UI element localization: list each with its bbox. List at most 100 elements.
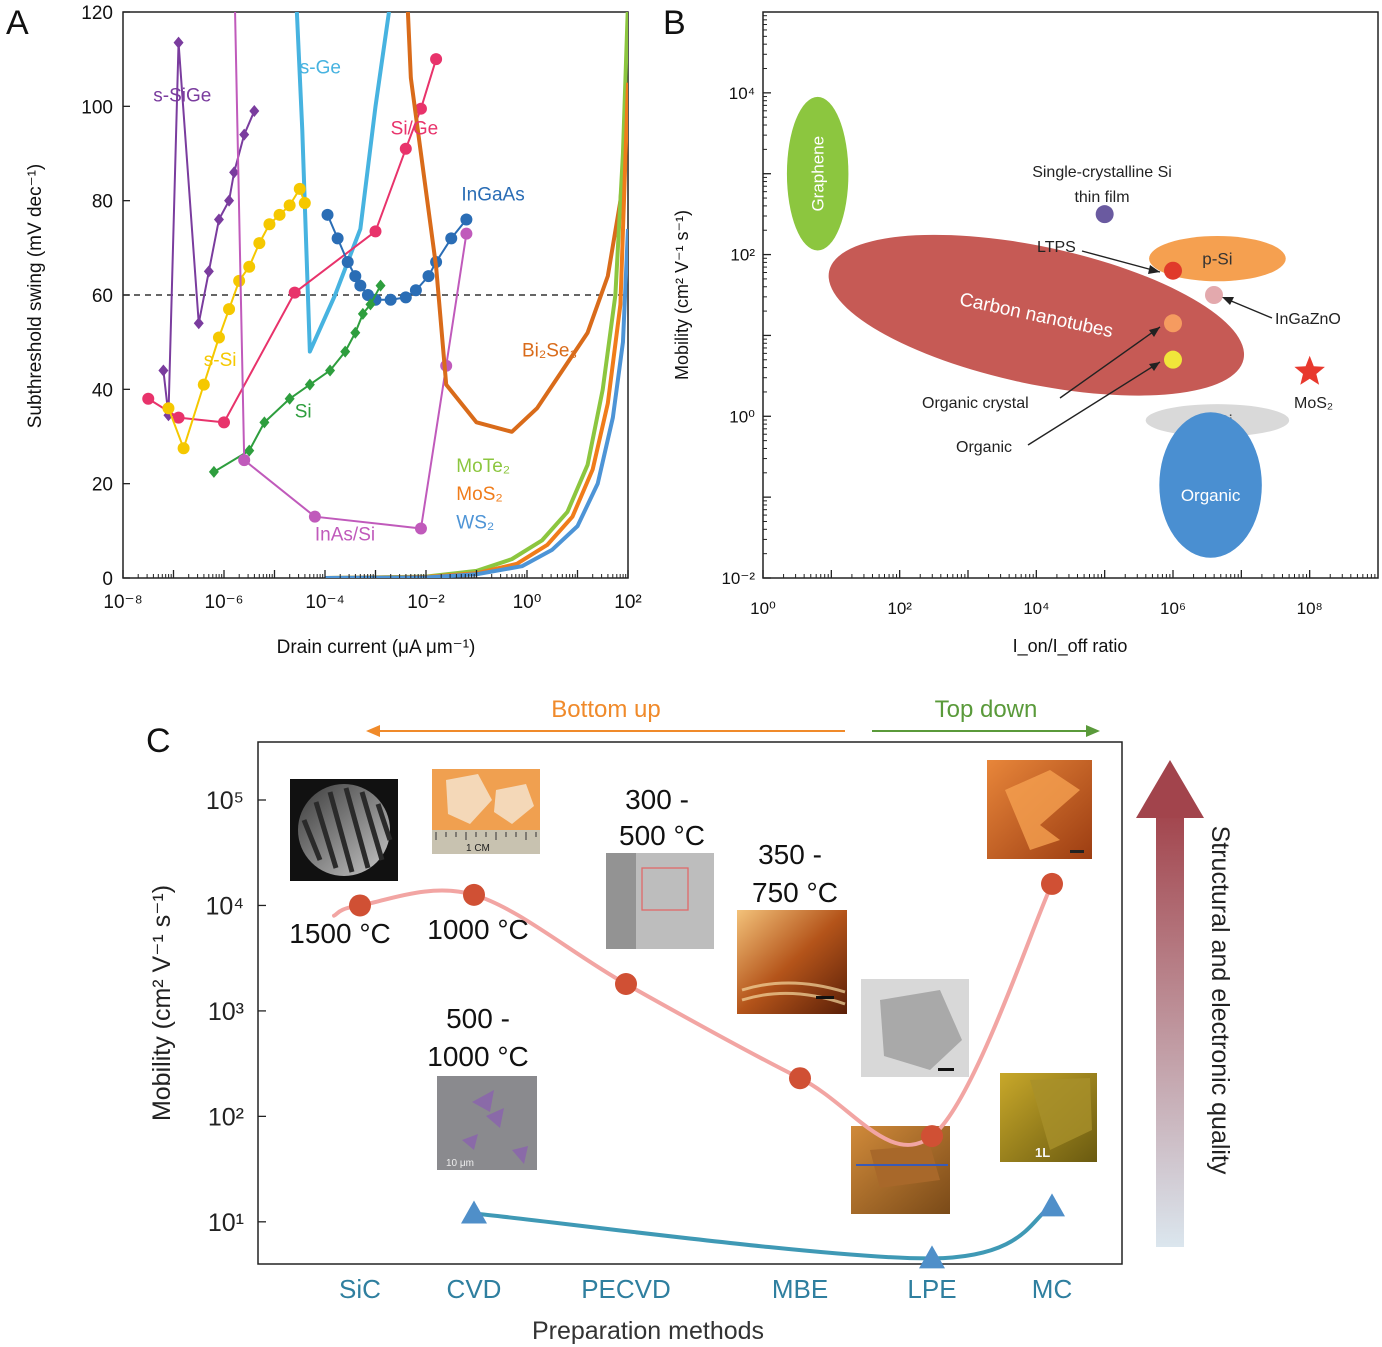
series-si-point-6 [340, 345, 351, 358]
cvd-ruler-label: 1 CM [466, 843, 490, 854]
quality-label: Structural and electronic quality [1206, 826, 1234, 1175]
x-tick-label--6: 10⁻⁶ [205, 592, 244, 613]
series-s-si-point-2 [197, 378, 210, 391]
lpe-graphene-micrograph [861, 979, 969, 1077]
series-ingaas-point-9 [409, 284, 422, 297]
label-ltps: LTPS [1037, 239, 1076, 256]
series-si-ge-point-6 [414, 102, 427, 115]
series-s-sige-point-3 [193, 317, 204, 330]
series-si-ge-point-5 [399, 142, 412, 155]
panel-a-letter: A [6, 4, 29, 42]
arrowhead-organic-crystal [1149, 327, 1160, 337]
c-y-tick-label-4: 10⁴ [205, 892, 244, 920]
mbe-temp-label-2: 750 °C [752, 877, 838, 908]
series-ingaas-point-8 [399, 291, 412, 304]
arrowhead-ltps [1148, 265, 1160, 274]
region-graphene-label: Graphene [809, 136, 828, 212]
c-series-graphene-point-CVD [463, 883, 485, 906]
panel-b-xlabel: I_on/I_off ratio [1013, 636, 1128, 657]
series-si-ge-point-0 [142, 392, 155, 405]
point-organic [1164, 350, 1182, 369]
label-organic-crystal: Organic crystal [922, 395, 1029, 412]
series-s-sige-point-5 [213, 213, 224, 226]
series-s-si-point-6 [243, 260, 256, 273]
cvd-mos2-micrograph: 10 μm [437, 1076, 537, 1170]
mbe-temp-label-1: 350 - [758, 839, 822, 870]
region-p-si [1149, 235, 1286, 282]
series-si-point-0 [208, 465, 219, 478]
series-si-point-10 [375, 279, 386, 292]
point-ingazno [1205, 286, 1223, 304]
series-s-si-line [167, 187, 306, 450]
series-inas-si-line [234, 12, 468, 530]
c-y-tick-label-5: 10⁵ [206, 787, 244, 815]
c-category-lpe: LPE [907, 1274, 956, 1304]
series-mos-label: MoS₂ [456, 484, 502, 505]
series-si-ge-label: Si/Ge [391, 119, 439, 140]
b-x-tick-label-0: 10⁰ [750, 599, 776, 618]
series-si-ge-line [147, 58, 438, 424]
arrow-organic-crystal [1059, 326, 1161, 399]
series-s-si-point-5 [233, 274, 246, 287]
x-tick-label--4: 10⁻⁴ [305, 592, 344, 613]
x-tick-label--2: 10⁻² [407, 592, 445, 613]
c-series-mos-line [472, 1204, 1054, 1261]
series-s-sige-point-2 [173, 36, 184, 49]
series-ingaas-point-4 [354, 279, 367, 292]
series-ingaas-point-12 [445, 232, 458, 245]
region-graphene [786, 96, 849, 251]
point-single-crystalline-si-thin-film [1095, 205, 1114, 224]
y-tick-label-40: 40 [92, 380, 113, 401]
label-ingazno: InGaZnO [1275, 311, 1341, 328]
series-inas-si-point-5 [460, 227, 473, 240]
series-si-label: Si [295, 402, 312, 423]
point-mos-star [1294, 355, 1325, 385]
series-si-line [213, 285, 382, 473]
series-si-point-5 [325, 364, 336, 377]
sic-temp-label: 1500 °C [289, 918, 391, 949]
y-tick-label-100: 100 [81, 97, 113, 118]
b-y-tick-label-4: 10⁴ [729, 84, 755, 103]
arrowhead-ingazno [1222, 297, 1234, 305]
c-category-mc: MC [1032, 1274, 1072, 1304]
mc-mos2-micrograph: 1L [1000, 1073, 1097, 1162]
series-ws-line [324, 228, 628, 578]
series-s-si-point-11 [293, 182, 306, 195]
c-series-mos-point-MC [1039, 1193, 1065, 1217]
panel-b-letter: B [663, 4, 686, 42]
top-down-label: Top down [935, 696, 1038, 723]
panel-a-xlabel: Drain current (μA μm⁻¹) [277, 637, 476, 658]
panel-c-ylabel: Mobility (cm² V⁻¹ s⁻¹) [148, 885, 176, 1121]
b-x-tick-label-6: 10⁶ [1160, 599, 1186, 618]
label-organic-point: Organic [956, 439, 1012, 456]
series-s-sige-point-9 [249, 105, 260, 118]
micrograph-insets: 1 CM [290, 760, 1097, 1214]
series-s-ge-line [294, 12, 391, 354]
series-ingaas-point-2 [341, 255, 354, 268]
mc-mos2-label: 1L [1035, 1145, 1050, 1160]
panel-c-xlabel: Preparation methods [532, 1317, 764, 1345]
series-s-si-point-8 [263, 218, 276, 231]
arrowhead-organic [1149, 362, 1160, 371]
mos2-scale-label: 10 μm [446, 1158, 474, 1169]
panel-c-frame [257, 741, 1123, 1265]
label-single-si-2: thin film [1074, 189, 1129, 206]
series-inas-si-point-3 [414, 522, 427, 535]
series-inas-si-label: InAs/Si [315, 524, 375, 545]
pecvd-micrograph [606, 853, 714, 949]
c-y-tick-label-1: 10¹ [208, 1209, 244, 1237]
cvd-graphene-micrograph: 1 CM [432, 769, 540, 854]
series-s-sige-point-7 [229, 166, 240, 179]
series-s-ge-label: s-Ge [300, 57, 341, 78]
series-ingaas-label: InGaAs [461, 185, 524, 206]
mbe-micrograph [737, 910, 847, 1014]
b-y-tick-label--2: 10⁻² [721, 569, 755, 588]
y-tick-label-0: 0 [102, 569, 113, 590]
x-tick-label-0: 10⁰ [513, 592, 542, 613]
point-organic-crystal [1164, 314, 1182, 333]
arrow-ingazno [1223, 297, 1273, 319]
y-tick-label-120: 120 [81, 3, 113, 24]
panel-c: C Bottom up Top down 1 CM [146, 696, 1234, 1345]
series-s-si-point-10 [283, 199, 296, 212]
